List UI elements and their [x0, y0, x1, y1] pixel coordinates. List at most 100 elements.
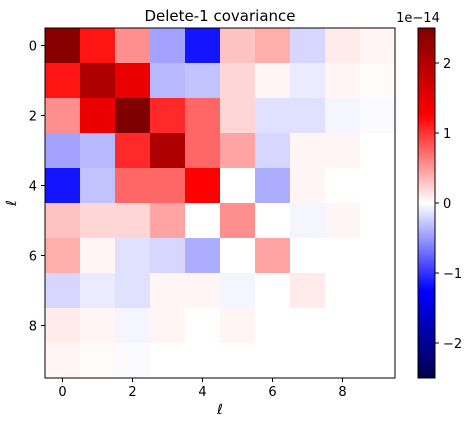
heatmap-cell: [80, 28, 116, 64]
heatmap-cell: [290, 168, 326, 204]
heatmap-cell: [220, 203, 256, 239]
heatmap-cell: [325, 343, 361, 379]
colorbar-offset-label: 1e−14: [396, 11, 440, 26]
heatmap-cell: [115, 28, 151, 64]
heatmap-cell: [290, 28, 326, 64]
heatmap-cell: [80, 98, 116, 134]
heatmap-cell: [360, 203, 396, 239]
chart-title: Delete-1 covariance: [144, 7, 295, 25]
heatmap-cell: [150, 203, 186, 239]
heatmap-cell: [45, 133, 81, 169]
heatmap-cell: [220, 98, 256, 134]
heatmap-cell: [185, 98, 221, 134]
heatmap-cell: [80, 343, 116, 379]
plot-frame: [44, 27, 396, 379]
heatmap-cell: [80, 308, 116, 344]
heatmap-cell: [150, 273, 186, 309]
heatmap-cell: [80, 273, 116, 309]
heatmap-cell: [360, 133, 396, 169]
heatmap-cell: [325, 28, 361, 64]
heatmap-cell: [150, 98, 186, 134]
heatmap-cell: [325, 273, 361, 309]
heatmap-cell: [290, 238, 326, 274]
heatmap-cell: [45, 273, 81, 309]
heatmap-cell: [360, 28, 396, 64]
heatmap-cell: [185, 63, 221, 99]
heatmap-cell: [45, 203, 81, 239]
colorbar-tick-label: 0: [443, 197, 451, 212]
heatmap-cell: [185, 273, 221, 309]
heatmap-cell: [290, 343, 326, 379]
heatmap-cell: [80, 203, 116, 239]
heatmap-cell: [255, 63, 291, 99]
x-tick-label: 4: [198, 385, 206, 400]
heatmap-cell: [325, 63, 361, 99]
heatmap-cell: [220, 168, 256, 204]
heatmap-cell: [220, 273, 256, 309]
heatmap-cell: [255, 203, 291, 239]
heatmap-cell: [360, 98, 396, 134]
heatmap-cell: [150, 63, 186, 99]
heatmap-cell: [360, 308, 396, 344]
heatmap-cell: [255, 308, 291, 344]
heatmap-cell: [45, 168, 81, 204]
heatmap-cell: [80, 238, 116, 274]
heatmap-cell: [220, 28, 256, 64]
heatmap-cell: [115, 238, 151, 274]
y-tick-label: 2: [29, 110, 37, 125]
heatmap-cell: [185, 203, 221, 239]
x-tick-label: 0: [58, 385, 66, 400]
heatmap-cell: [150, 343, 186, 379]
heatmap-cell: [115, 308, 151, 344]
heatmap-cell: [80, 63, 116, 99]
heatmap-cell: [360, 238, 396, 274]
colorbar: [417, 27, 436, 379]
colorbar-tick-label: 1: [443, 127, 451, 142]
heatmap-cell: [185, 133, 221, 169]
heatmap-cell: [185, 28, 221, 64]
heatmap-cell: [220, 308, 256, 344]
heatmap-cell: [150, 308, 186, 344]
colorbar-tick-label: 2: [443, 57, 451, 72]
colorbar-ticks: 2 1 0 −1 −2: [435, 57, 462, 352]
heatmap-cell: [290, 98, 326, 134]
heatmap-cell: [45, 343, 81, 379]
heatmap-cell: [45, 63, 81, 99]
heatmap-cell: [45, 98, 81, 134]
heatmap-cell: [185, 308, 221, 344]
heatmap-cell: [115, 168, 151, 204]
heatmap-cell: [255, 28, 291, 64]
heatmap-cell: [150, 168, 186, 204]
heatmap-cell: [255, 343, 291, 379]
heatmap-cell: [115, 273, 151, 309]
heatmap-cell: [115, 343, 151, 379]
heatmap-cell: [290, 203, 326, 239]
heatmap-cell: [290, 133, 326, 169]
heatmap-cells: [45, 28, 396, 379]
x-axis-ticks: 0 2 4 6 8: [58, 378, 347, 400]
heatmap-cell: [150, 238, 186, 274]
heatmap-cell: [80, 133, 116, 169]
x-tick-label: 6: [268, 385, 276, 400]
heatmap-cell: [220, 133, 256, 169]
y-axis-label: ℓ: [4, 200, 20, 207]
heatmap-cell: [325, 168, 361, 204]
heatmap-cell: [220, 238, 256, 274]
heatmap-cell: [360, 63, 396, 99]
heatmap-cell: [325, 98, 361, 134]
heatmap-cell: [290, 308, 326, 344]
heatmap-cell: [325, 133, 361, 169]
heatmap-cell: [80, 168, 116, 204]
heatmap-cell: [290, 273, 326, 309]
heatmap-cell: [360, 168, 396, 204]
heatmap-cell: [255, 238, 291, 274]
x-tick-label: 2: [128, 385, 136, 400]
y-tick-label: 4: [29, 180, 37, 195]
heatmap-cell: [185, 343, 221, 379]
y-tick-label: 8: [29, 320, 37, 335]
y-axis-ticks: 0 2 4 6 8: [29, 40, 45, 335]
x-axis-label: ℓ: [216, 402, 223, 418]
heatmap-cell: [45, 238, 81, 274]
heatmap-cell: [255, 168, 291, 204]
heatmap-cell: [325, 238, 361, 274]
